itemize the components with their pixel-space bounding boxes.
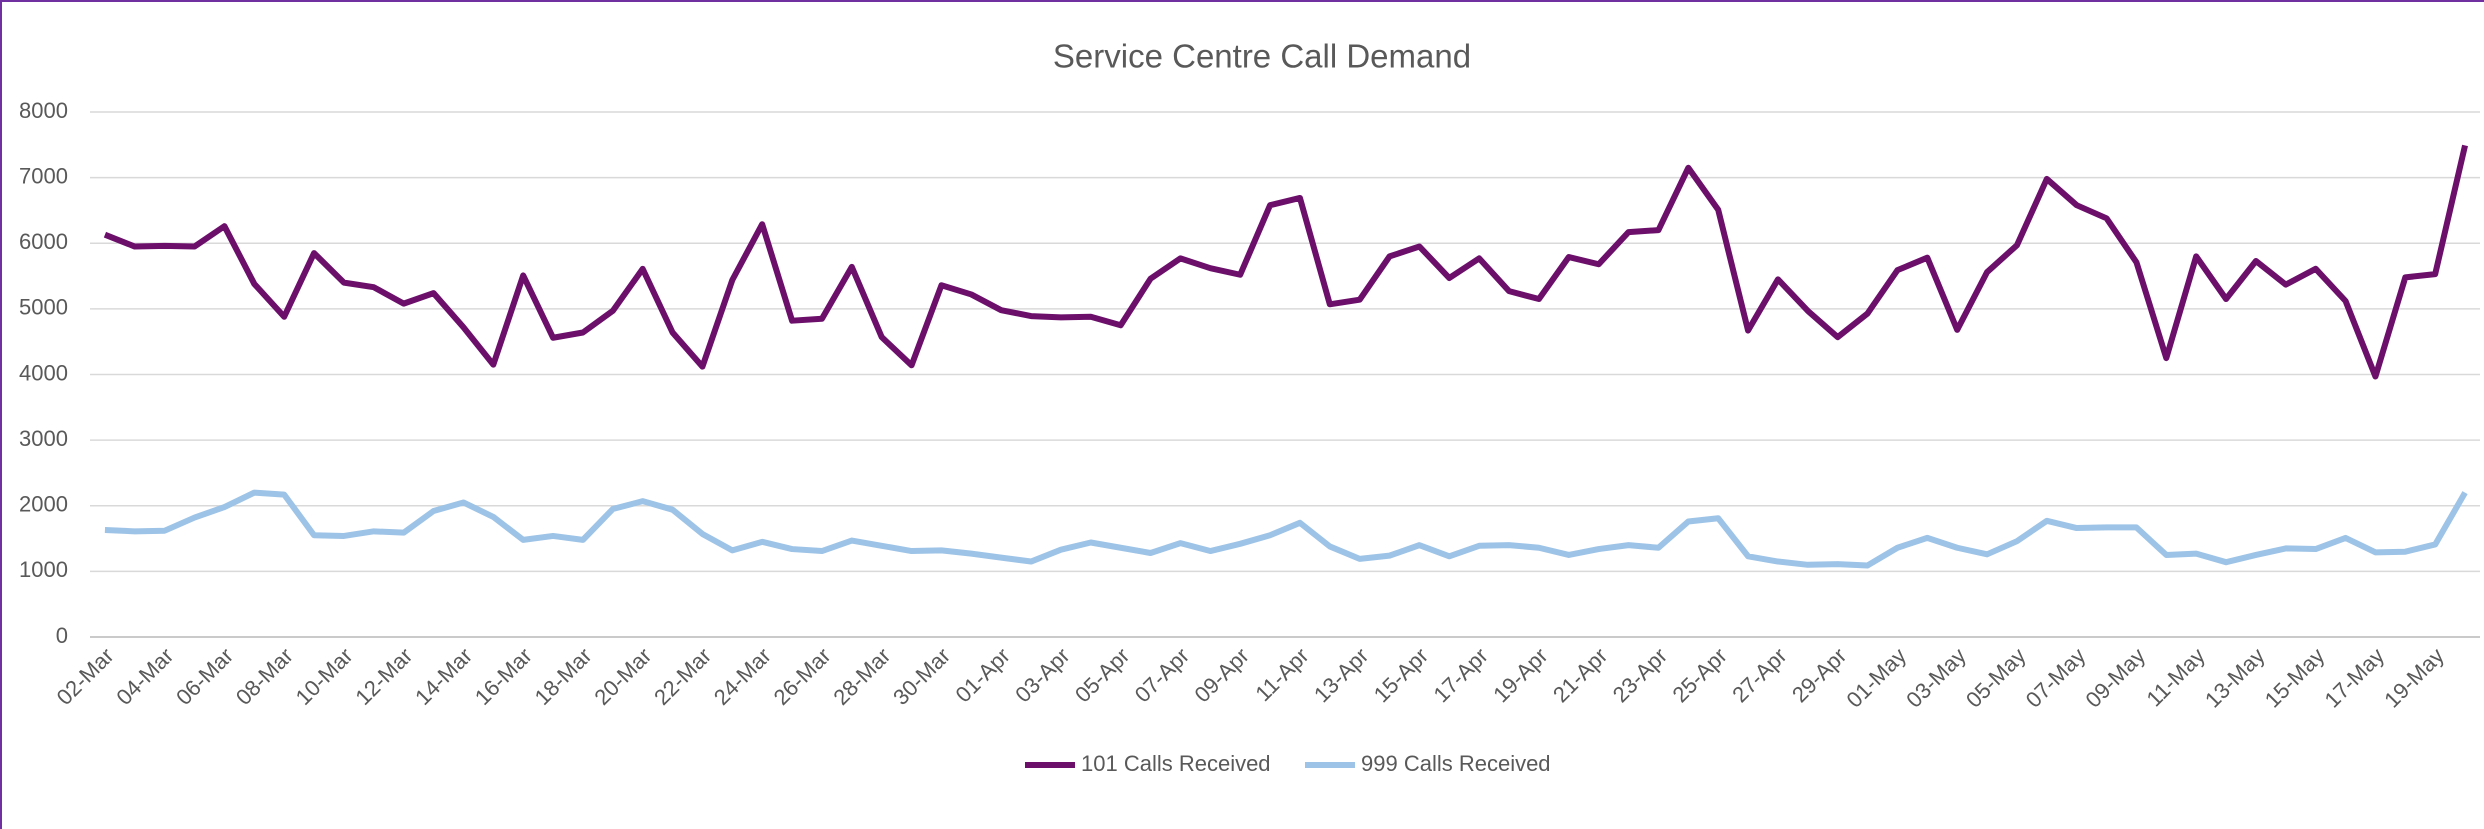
x-tick-label: 16-Mar — [470, 643, 537, 710]
x-tick-label: 02-Mar — [52, 643, 119, 710]
x-tick-label: 26-Mar — [769, 643, 836, 710]
x-tick-label: 13-May — [2200, 643, 2270, 713]
y-tick-label: 8000 — [19, 98, 68, 123]
y-tick-label: 4000 — [19, 360, 68, 385]
legend-label: 101 Calls Received — [1081, 751, 1271, 776]
x-tick-label: 29-Apr — [1787, 643, 1851, 707]
x-tick-label: 30-Mar — [888, 643, 955, 710]
x-tick-label: 11-Apr — [1250, 643, 1313, 706]
x-tick-label: 07-May — [2021, 643, 2091, 713]
y-tick-label: 5000 — [19, 295, 68, 320]
x-tick-label: 13-Apr — [1309, 643, 1373, 707]
y-tick-label: 3000 — [19, 426, 68, 451]
x-tick-label: 11-May — [2141, 643, 2209, 711]
x-tick-label: 08-Mar — [231, 643, 298, 710]
x-tick-label: 14-Mar — [410, 643, 477, 710]
x-tick-label: 27-Apr — [1727, 643, 1791, 707]
x-tick-label: 25-Apr — [1667, 643, 1731, 707]
x-tick-label: 03-Apr — [1010, 643, 1074, 707]
x-tick-label: 24-Mar — [709, 643, 776, 710]
x-tick-label: 05-May — [1961, 643, 2031, 713]
x-tick-label: 23-Apr — [1608, 643, 1672, 707]
x-tick-label: 09-Apr — [1189, 643, 1253, 707]
y-tick-label: 0 — [56, 623, 68, 648]
x-tick-label: 21-Apr — [1548, 643, 1612, 707]
x-tick-label: 06-Mar — [171, 643, 238, 710]
x-tick-label: 12-Mar — [350, 643, 417, 710]
x-tick-label: 01-Apr — [950, 643, 1014, 707]
y-tick-label: 6000 — [19, 229, 68, 254]
y-tick-label: 1000 — [19, 557, 68, 582]
x-tick-label: 04-Mar — [111, 643, 178, 710]
x-tick-label: 15-May — [2260, 643, 2330, 713]
y-tick-label: 7000 — [19, 163, 68, 188]
x-tick-label: 01-May — [1842, 643, 1912, 713]
chart-title: Service Centre Call Demand — [1053, 38, 1471, 75]
legend-label: 999 Calls Received — [1361, 751, 1551, 776]
x-tick-label: 17-Apr — [1428, 643, 1492, 707]
x-tick-label: 10-Mar — [291, 643, 358, 710]
x-tick-label: 19-Apr — [1488, 643, 1552, 707]
x-tick-label: 22-Mar — [649, 643, 716, 710]
x-tick-label: 15-Apr — [1369, 643, 1433, 707]
x-tick-label: 28-Mar — [828, 643, 895, 710]
x-tick-label: 20-Mar — [589, 643, 656, 710]
series-line — [104, 489, 2468, 569]
x-tick-label: 05-Apr — [1070, 643, 1134, 707]
x-tick-label: 09-May — [2081, 643, 2151, 713]
x-tick-label: 18-Mar — [530, 643, 597, 710]
x-tick-label: 17-May — [2320, 643, 2390, 713]
x-tick-label: 19-May — [2379, 643, 2449, 713]
x-tick-label: 03-May — [1901, 643, 1971, 713]
series-line — [103, 144, 2468, 380]
y-tick-label: 2000 — [19, 492, 68, 517]
x-tick-label: 07-Apr — [1130, 643, 1194, 707]
